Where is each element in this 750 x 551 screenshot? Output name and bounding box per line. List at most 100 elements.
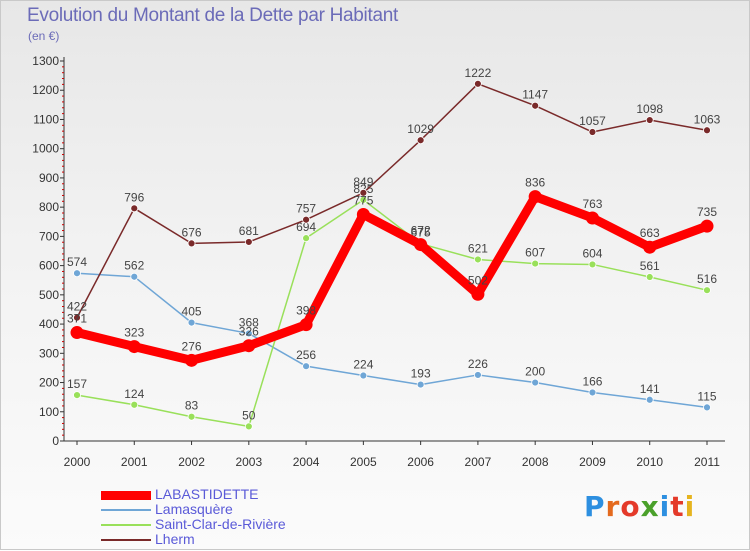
- series-line: [72, 192, 712, 365]
- data-point: [187, 412, 196, 421]
- legend-label: Lamasquère: [155, 501, 233, 517]
- data-point: [645, 116, 654, 124]
- data-label: 796: [124, 190, 144, 204]
- data-label: 371: [67, 312, 87, 326]
- data-point: [359, 371, 368, 380]
- x-tick-label: 2004: [293, 455, 320, 469]
- y-tick-label: 1200: [32, 83, 59, 97]
- logo-letter: x: [640, 490, 660, 523]
- data-label: 672: [411, 224, 431, 238]
- legend-swatch: [101, 490, 151, 500]
- data-label: 422: [67, 300, 87, 314]
- x-tick-label: 2006: [407, 455, 434, 469]
- data-label: 224: [353, 358, 373, 372]
- y-tick-label: 600: [39, 259, 59, 273]
- data-label: 676: [182, 225, 202, 239]
- series-labastidette: 371 323 276 326 398 775 672 502 836 763 663 735: [67, 176, 717, 367]
- data-label: 757: [296, 202, 316, 216]
- data-point: [244, 422, 253, 431]
- logo-letter: o: [620, 490, 641, 523]
- data-point: [645, 273, 654, 281]
- data-label: 574: [67, 255, 87, 269]
- data-label: 200: [525, 365, 545, 379]
- data-label: 516: [697, 272, 717, 286]
- data-point: [588, 128, 597, 136]
- data-label: 1057: [579, 114, 606, 128]
- data-point: [643, 240, 657, 254]
- y-tick-label: 300: [39, 346, 59, 360]
- chart-legend: LABASTIDETTE Lamasquère Saint-Clar-de-Rivi…: [101, 486, 341, 547]
- data-label: 604: [582, 246, 602, 260]
- logo-letter: i: [684, 490, 696, 523]
- data-label: 675: [411, 226, 431, 240]
- legend-swatch: [101, 524, 151, 526]
- logo-letter: t: [670, 490, 685, 523]
- data-label: 502: [468, 273, 488, 287]
- data-point: [474, 79, 482, 88]
- x-tick-label: 2003: [235, 455, 262, 469]
- data-label: 825: [353, 182, 373, 196]
- data-label: 50: [242, 408, 256, 422]
- data-label: 621: [468, 241, 488, 255]
- series-line: [76, 272, 708, 409]
- data-point: [302, 234, 310, 243]
- x-tick-label: 2008: [522, 455, 549, 469]
- logo-letter: i: [659, 490, 671, 523]
- data-label: 326: [239, 325, 259, 339]
- data-point: [471, 287, 485, 301]
- data-point: [73, 391, 81, 400]
- data-point: [588, 388, 597, 397]
- data-label: 849: [353, 175, 373, 189]
- data-point: [703, 126, 711, 135]
- data-point: [187, 239, 196, 248]
- data-label: 561: [640, 259, 660, 273]
- data-label: 323: [124, 326, 144, 340]
- chart-unit: (en €): [28, 29, 60, 43]
- data-point: [242, 339, 256, 353]
- data-point: [70, 326, 84, 340]
- data-label: 836: [525, 176, 545, 190]
- data-point: [356, 207, 370, 221]
- data-point: [416, 136, 425, 145]
- data-label: 607: [525, 246, 545, 260]
- data-label: 1147: [522, 88, 548, 102]
- data-label: 681: [239, 224, 259, 238]
- data-label: 1222: [465, 66, 492, 80]
- data-label: 694: [296, 220, 316, 234]
- legend-label: Saint-Clar-de-Rivière: [155, 516, 286, 532]
- x-tick-label: 2002: [178, 455, 205, 469]
- x-tick-label: 2001: [121, 455, 148, 469]
- data-point: [414, 238, 428, 252]
- data-point: [703, 403, 711, 412]
- data-label: 124: [124, 387, 144, 401]
- data-point: [528, 190, 542, 204]
- series-line: [76, 83, 708, 319]
- legend-label: LABASTIDETTE: [155, 486, 259, 502]
- x-tick-label: 2009: [579, 455, 606, 469]
- data-label: 735: [697, 205, 717, 219]
- series-lherm: 422 796 676 681 757 849 1029 1222 1147 1057 1098 10…: [67, 66, 721, 322]
- data-point: [299, 318, 313, 332]
- data-point: [73, 269, 81, 278]
- data-point: [531, 259, 540, 268]
- data-point: [187, 318, 196, 327]
- data-point: [703, 286, 711, 295]
- y-tick-label: 1000: [32, 142, 59, 156]
- data-point: [130, 204, 139, 213]
- data-point: [588, 260, 597, 269]
- data-label: 226: [468, 357, 488, 371]
- legend-item: Lherm: [101, 531, 341, 547]
- y-tick-label: 1100: [33, 112, 59, 126]
- data-label: 166: [582, 374, 602, 388]
- logo-letter: r: [605, 490, 621, 523]
- data-label: 115: [697, 389, 716, 403]
- data-point: [700, 219, 714, 233]
- data-point: [244, 329, 253, 338]
- data-point: [130, 400, 139, 409]
- logo-letter: P: [584, 490, 606, 523]
- proxiti-logo: Proxiti: [584, 490, 695, 523]
- legend-swatch: [101, 509, 151, 511]
- y-tick-label: 900: [39, 171, 59, 185]
- data-label: 1063: [694, 112, 721, 126]
- data-label: 763: [582, 197, 602, 211]
